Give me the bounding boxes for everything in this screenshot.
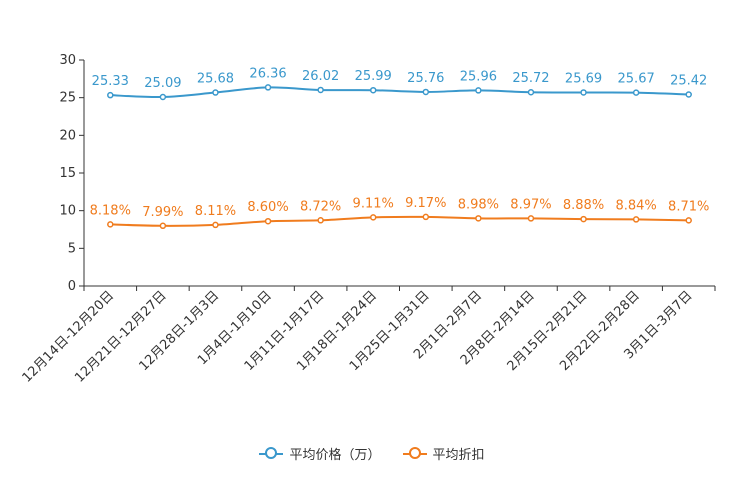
data-label-price: 25.76 <box>407 71 444 86</box>
data-label-discount: 8.71% <box>668 199 709 214</box>
legend-label-price: 平均价格（万） <box>289 448 381 463</box>
legend-marker-price <box>259 446 284 460</box>
legend-item-discount[interactable]: 平均折扣 <box>402 444 485 463</box>
data-point-price <box>685 91 692 98</box>
data-label-discount: 8.60% <box>247 200 288 215</box>
data-label-discount: 8.88% <box>563 198 604 213</box>
data-label-discount: 8.11% <box>195 204 236 219</box>
data-label-price: 25.33 <box>92 74 129 89</box>
data-label-price: 25.69 <box>565 71 602 86</box>
data-point-price <box>317 86 324 94</box>
data-point-discount <box>159 222 167 230</box>
y-tick-label: 20 <box>59 128 76 143</box>
data-label-discount: 9.11% <box>353 196 394 211</box>
data-point-price <box>632 89 640 96</box>
series-line-price <box>110 86 689 99</box>
data-point-price <box>264 84 272 91</box>
data-label-price: 25.42 <box>670 74 707 89</box>
legend: 平均价格（万） 平均折扣 <box>0 444 744 463</box>
x-tick-label: 12月14日-12月20日 <box>20 288 117 385</box>
x-tick-label: 12月21日-12月27日 <box>72 288 169 385</box>
legend-item-price[interactable]: 平均价格（万） <box>259 444 381 463</box>
data-point-discount <box>580 215 587 223</box>
legend-marker-discount <box>402 446 427 460</box>
data-point-discount <box>317 217 324 224</box>
series-line-discount <box>110 215 689 227</box>
data-label-discount: 8.97% <box>510 197 551 212</box>
data-label-discount: 8.98% <box>458 197 499 212</box>
data-label-discount: 9.17% <box>405 196 446 211</box>
data-point-discount <box>264 217 272 225</box>
data-point-discount <box>475 215 482 222</box>
data-point-discount <box>527 215 535 222</box>
data-point-price <box>475 87 482 94</box>
data-label-discount: 7.99% <box>142 205 183 220</box>
data-label-price: 25.96 <box>460 69 497 84</box>
y-tick-label: 0 <box>68 279 76 294</box>
data-point-price <box>527 88 535 96</box>
data-label-price: 25.09 <box>144 76 181 91</box>
data-label-price: 25.67 <box>618 72 655 87</box>
data-point-price <box>422 88 430 96</box>
data-label-price: 25.68 <box>197 72 234 87</box>
data-point-price <box>580 89 587 96</box>
data-point-discount <box>685 217 692 224</box>
data-label-price: 26.36 <box>249 66 286 81</box>
data-point-price <box>212 89 219 96</box>
legend-label-discount: 平均折扣 <box>432 448 485 463</box>
data-label-price: 26.02 <box>302 69 339 84</box>
y-tick-label: 5 <box>68 241 76 256</box>
data-point-discount <box>107 221 114 228</box>
data-label-discount: 8.18% <box>90 203 131 218</box>
data-point-price <box>159 93 167 101</box>
y-tick-label: 30 <box>59 53 76 68</box>
y-tick-label: 10 <box>59 204 76 219</box>
data-point-discount <box>632 216 640 223</box>
data-point-price <box>107 91 114 99</box>
data-point-discount <box>369 214 377 221</box>
data-label-discount: 8.72% <box>300 199 341 214</box>
data-label-price: 25.99 <box>355 69 392 84</box>
data-label-discount: 8.84% <box>615 198 656 213</box>
data-point-discount <box>212 221 219 229</box>
data-label-price: 25.72 <box>512 71 549 86</box>
y-tick-label: 25 <box>59 91 76 106</box>
y-tick-label: 15 <box>59 166 76 181</box>
data-point-discount <box>422 213 430 221</box>
line-chart: 05101520253012月14日-12月20日12月21日-12月27日12… <box>20 53 716 386</box>
data-point-price <box>369 86 377 94</box>
